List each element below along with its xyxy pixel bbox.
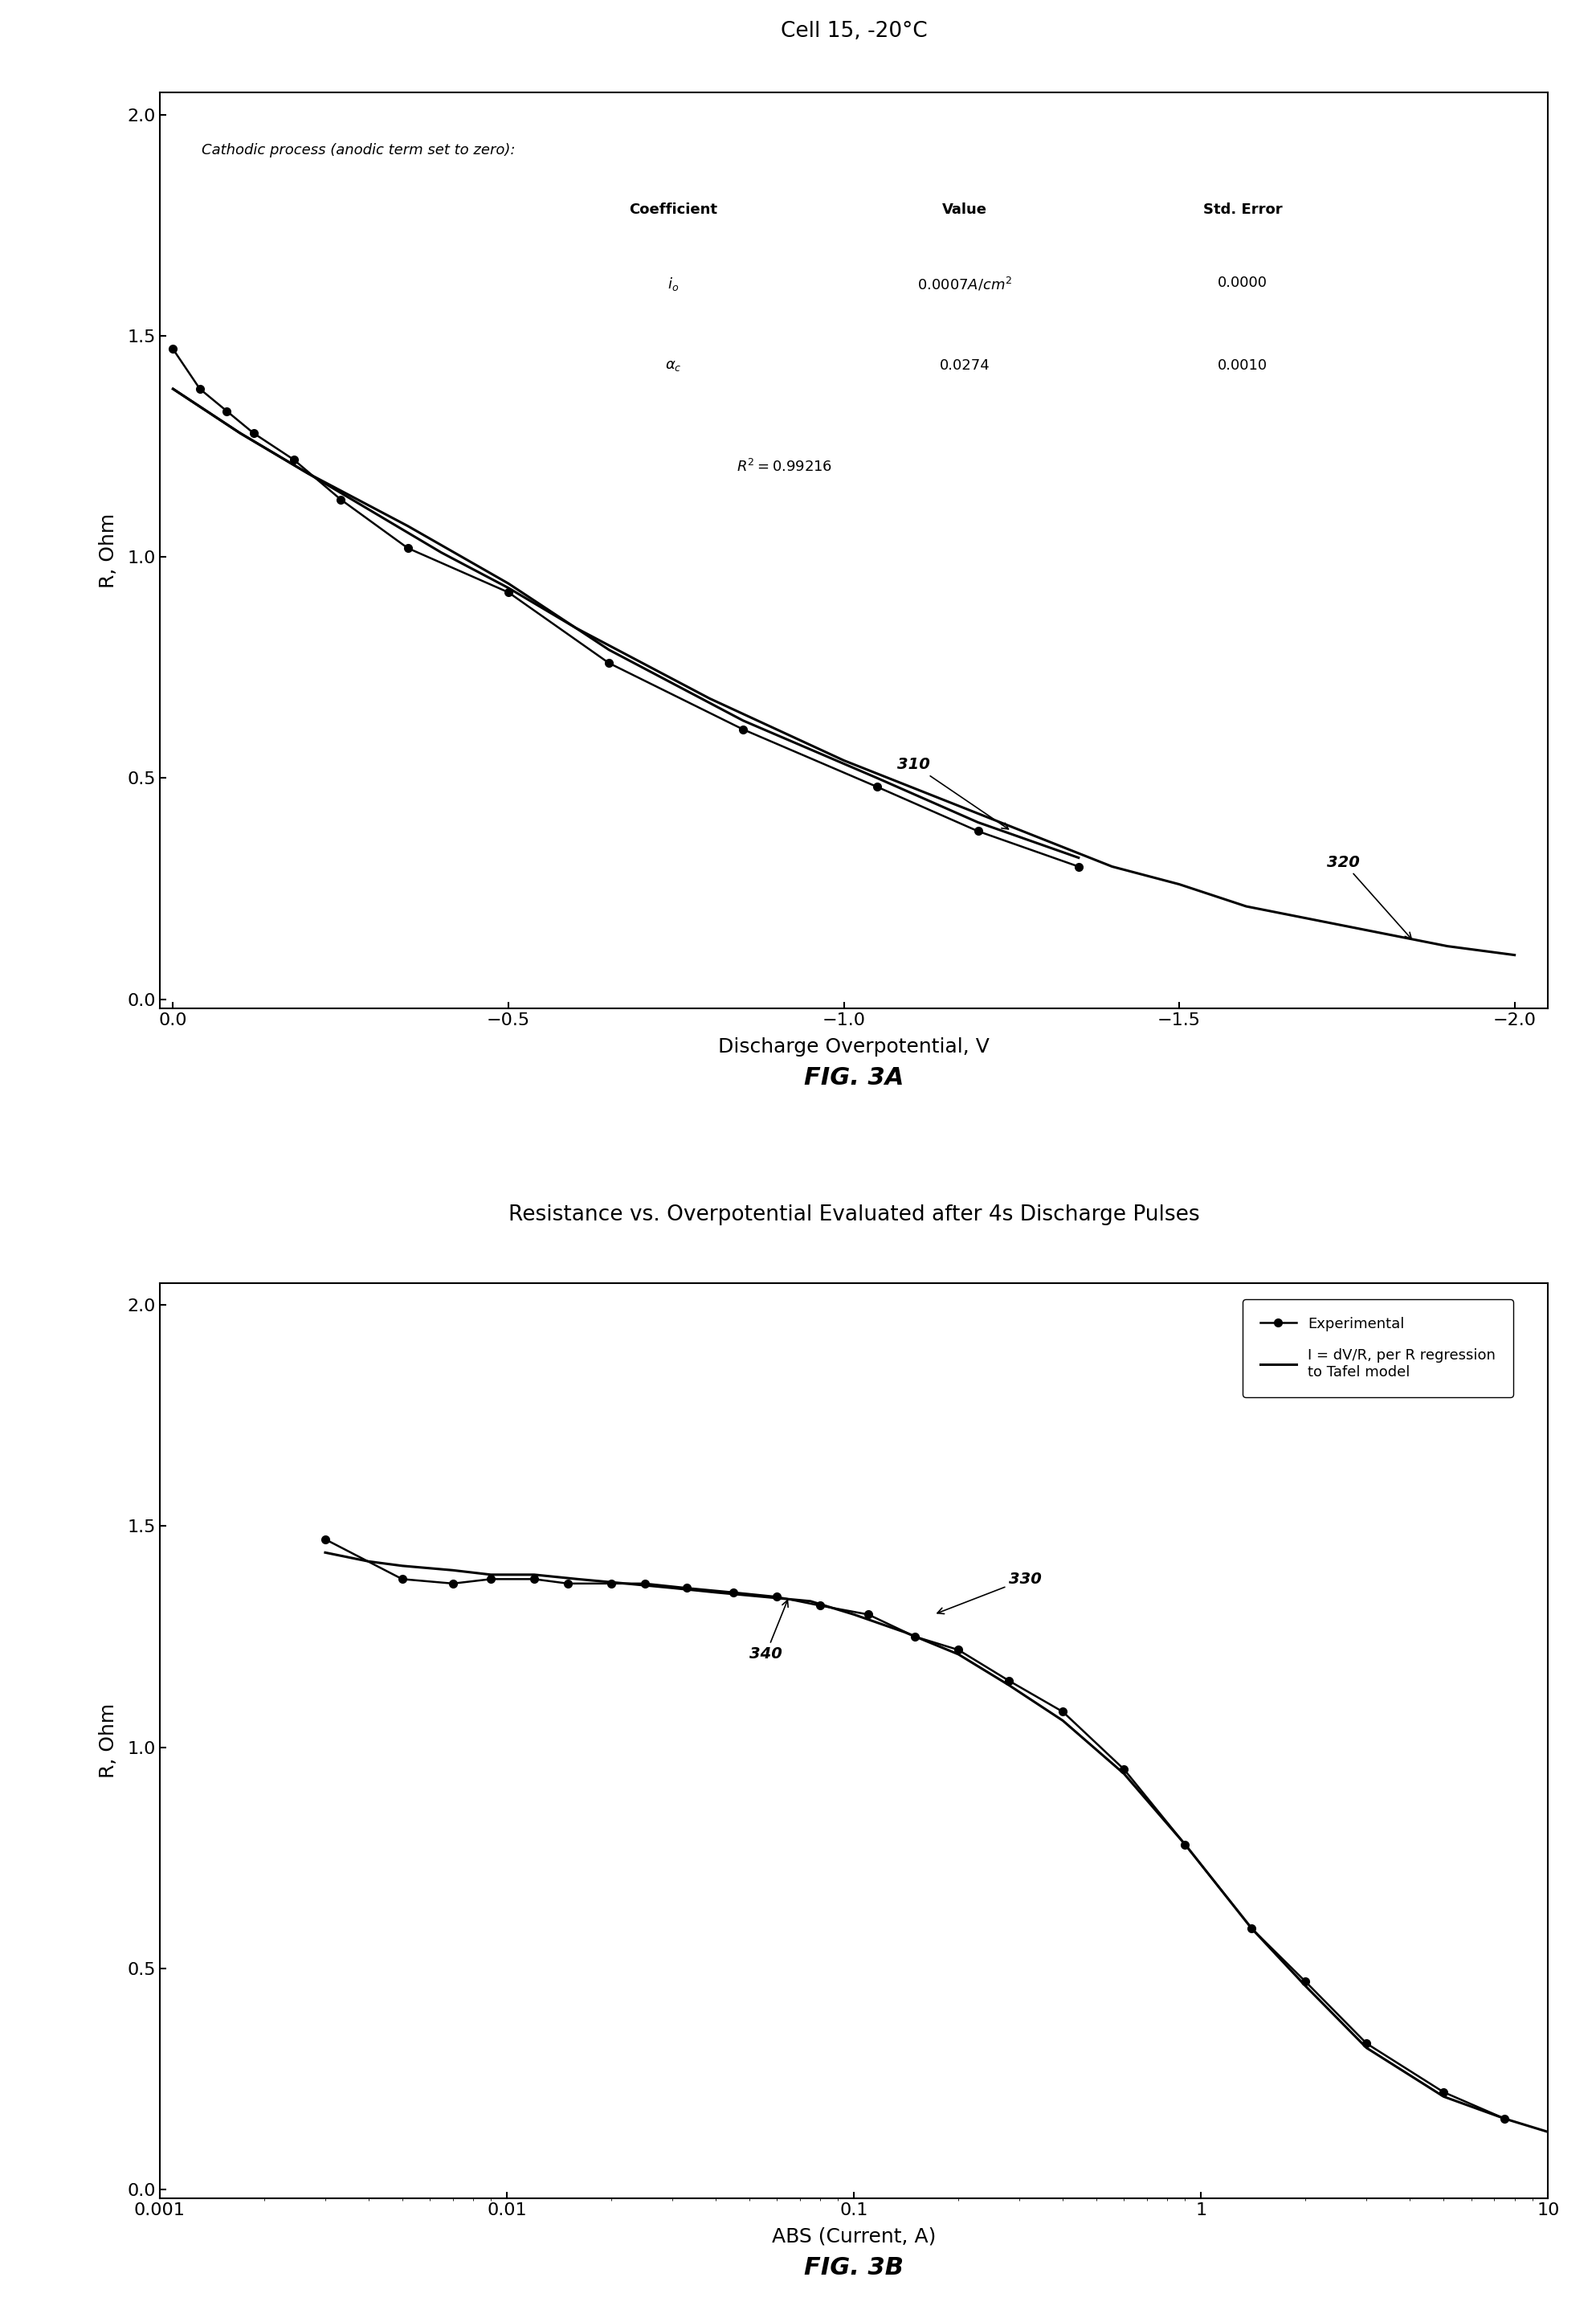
Experimental (725, 1578, 744, 1606)
I = dV/R, per R regression
to Tafel model (1242, 1914, 1261, 1941)
Text: Coefficient: Coefficient (629, 201, 718, 218)
Experimental (559, 1569, 578, 1597)
X-axis label: Discharge Overpotential, V: Discharge Overpotential, V (718, 1037, 990, 1055)
Experimental (905, 1622, 924, 1650)
I = dV/R, per R regression
to Tafel model (999, 1671, 1018, 1698)
Text: 310: 310 (897, 757, 1009, 828)
Text: 0.0000: 0.0000 (1218, 275, 1267, 289)
I = dV/R, per R regression
to Tafel model (393, 1553, 412, 1580)
Experimental (444, 1569, 463, 1597)
Text: 330: 330 (937, 1571, 1042, 1613)
Text: 340: 340 (750, 1601, 788, 1661)
Y-axis label: R, Ohm: R, Ohm (99, 1703, 118, 1777)
I = dV/R, per R regression
to Tafel model (482, 1560, 501, 1587)
Text: 0.0010: 0.0010 (1218, 359, 1267, 373)
Experimental (1242, 1914, 1261, 1941)
Experimental (948, 1636, 967, 1664)
Experimental (482, 1564, 501, 1592)
I = dV/R, per R regression
to Tafel model (755, 1583, 774, 1611)
I = dV/R, per R regression
to Tafel model (705, 1578, 725, 1606)
Experimental (811, 1592, 830, 1620)
Text: $i_o$: $i_o$ (667, 275, 678, 292)
I = dV/R, per R regression
to Tafel model (1176, 1830, 1195, 1858)
Experimental (525, 1564, 544, 1592)
X-axis label: ABS (Current, A): ABS (Current, A) (772, 2226, 935, 2247)
I = dV/R, per R regression
to Tafel model (1053, 1708, 1073, 1736)
Experimental (1296, 1967, 1315, 1995)
Text: $R^2 = 0.99216$: $R^2 = 0.99216$ (737, 458, 832, 474)
I = dV/R, per R regression
to Tafel model (948, 1641, 967, 1668)
I = dV/R, per R regression
to Tafel model (1114, 1761, 1133, 1789)
Experimental (677, 1574, 696, 1601)
I = dV/R, per R regression
to Tafel model (1495, 2106, 1515, 2134)
Experimental (999, 1666, 1018, 1694)
I = dV/R, per R regression
to Tafel model (801, 1587, 820, 1615)
I = dV/R, per R regression
to Tafel model (444, 1557, 463, 1585)
Y-axis label: R, Ohm: R, Ohm (99, 514, 118, 588)
Legend: Experimental, I = dV/R, per R regression
to Tafel model: Experimental, I = dV/R, per R regression… (1243, 1298, 1513, 1398)
Text: FIG. 3B: FIG. 3B (804, 2256, 903, 2279)
Text: $0.0007A/cm^2$: $0.0007A/cm^2$ (918, 275, 1012, 292)
I = dV/R, per R regression
to Tafel model (662, 1574, 681, 1601)
I = dV/R, per R regression
to Tafel model (1296, 1972, 1315, 1999)
Experimental (602, 1569, 621, 1597)
Experimental (1176, 1830, 1195, 1858)
Text: Std. Error: Std. Error (1203, 201, 1282, 218)
Text: $\alpha_c$: $\alpha_c$ (666, 359, 681, 373)
I = dV/R, per R regression
to Tafel model (316, 1539, 335, 1567)
Experimental (1495, 2106, 1515, 2134)
I = dV/R, per R regression
to Tafel model (1539, 2117, 1558, 2145)
Experimental (635, 1569, 654, 1597)
I = dV/R, per R regression
to Tafel model (895, 1617, 915, 1645)
I = dV/R, per R regression
to Tafel model (616, 1569, 635, 1597)
Experimental (393, 1564, 412, 1592)
I = dV/R, per R regression
to Tafel model (1357, 2034, 1376, 2062)
Text: FIG. 3A: FIG. 3A (804, 1067, 903, 1090)
Text: Cell 15, -20°C: Cell 15, -20°C (780, 21, 927, 42)
Text: 0.0274: 0.0274 (940, 359, 990, 373)
I = dV/R, per R regression
to Tafel model (1435, 2083, 1454, 2110)
I = dV/R, per R regression
to Tafel model (844, 1601, 863, 1629)
Text: Value: Value (943, 201, 988, 218)
Line: I = dV/R, per R regression
to Tafel model: I = dV/R, per R regression to Tafel mode… (326, 1553, 1548, 2131)
Line: Experimental: Experimental (321, 1536, 1508, 2122)
I = dV/R, per R regression
to Tafel model (568, 1564, 587, 1592)
Experimental (859, 1601, 878, 1629)
Text: 320: 320 (1326, 854, 1411, 939)
Experimental (1114, 1756, 1133, 1784)
I = dV/R, per R regression
to Tafel model (359, 1548, 378, 1576)
Experimental (768, 1583, 787, 1611)
Text: Resistance vs. Overpotential Evaluated after 4s Discharge Pulses: Resistance vs. Overpotential Evaluated a… (508, 1203, 1200, 1224)
Experimental (316, 1525, 335, 1553)
Experimental (1357, 2029, 1376, 2057)
Experimental (1053, 1698, 1073, 1726)
Text: Cathodic process (anodic term set to zero):: Cathodic process (anodic term set to zer… (201, 143, 516, 157)
I = dV/R, per R regression
to Tafel model (525, 1560, 544, 1587)
Experimental (1435, 2078, 1454, 2106)
